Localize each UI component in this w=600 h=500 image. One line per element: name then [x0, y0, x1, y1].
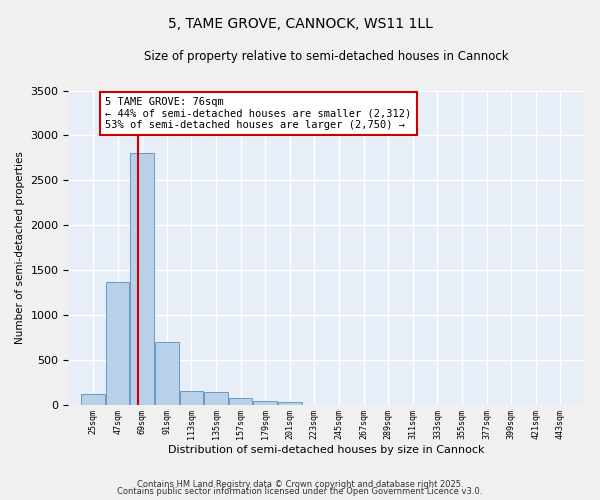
Bar	[106, 282, 130, 405]
Y-axis label: Number of semi-detached properties: Number of semi-detached properties	[15, 151, 25, 344]
Text: 5, TAME GROVE, CANNOCK, WS11 1LL: 5, TAME GROVE, CANNOCK, WS11 1LL	[167, 18, 433, 32]
Text: Contains HM Land Registry data © Crown copyright and database right 2025.: Contains HM Land Registry data © Crown c…	[137, 480, 463, 489]
Bar	[179, 391, 203, 404]
Title: Size of property relative to semi-detached houses in Cannock: Size of property relative to semi-detach…	[145, 50, 509, 63]
Bar	[130, 154, 154, 404]
Bar	[81, 394, 105, 404]
Bar	[229, 398, 253, 404]
Text: 5 TAME GROVE: 76sqm
← 44% of semi-detached houses are smaller (2,312)
53% of sem: 5 TAME GROVE: 76sqm ← 44% of semi-detach…	[106, 97, 412, 130]
Bar	[155, 342, 179, 404]
X-axis label: Distribution of semi-detached houses by size in Cannock: Distribution of semi-detached houses by …	[169, 445, 485, 455]
Bar	[253, 401, 277, 404]
Bar	[204, 392, 228, 404]
Text: Contains public sector information licensed under the Open Government Licence v3: Contains public sector information licen…	[118, 487, 482, 496]
Bar	[278, 402, 302, 404]
